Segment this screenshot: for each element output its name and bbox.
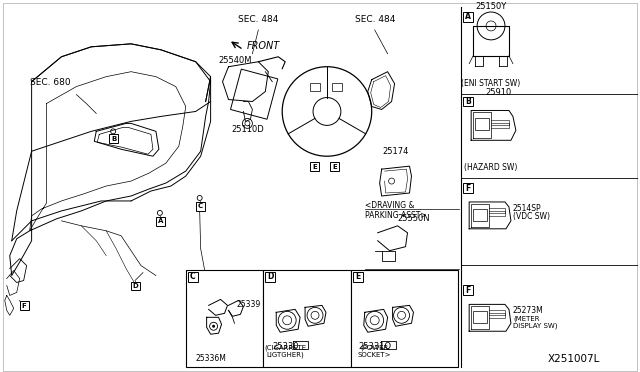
Bar [188,272,198,282]
Text: 25339: 25339 [236,300,260,310]
Text: <DRAVING &
PARKING ASST>: <DRAVING & PARKING ASST> [365,201,426,220]
Bar [463,183,473,193]
Text: F: F [465,183,471,193]
Text: E: E [312,164,317,170]
Bar [196,202,205,211]
Text: C: C [190,272,196,281]
Text: (CIGARRETE
LIGTGHER): (CIGARRETE LIGTGHER) [264,344,307,358]
Text: D: D [132,283,138,289]
Bar [475,118,489,130]
Text: 25540M: 25540M [219,56,252,65]
Bar [463,12,473,22]
Text: 25910: 25910 [486,87,512,97]
Text: SEC. 484: SEC. 484 [238,15,278,24]
Text: D: D [267,272,273,281]
Text: F: F [22,303,26,309]
Text: E: E [332,164,337,170]
Text: 25330: 25330 [272,342,298,351]
Text: 25110D: 25110D [231,125,264,134]
Text: B: B [465,97,471,106]
Text: 25550N: 25550N [397,270,429,279]
Bar [330,162,339,171]
Text: 25550N: 25550N [397,214,430,223]
Text: 25150Y: 25150Y [476,2,507,11]
Text: FRONT: FRONT [246,41,280,51]
Bar [353,272,363,282]
Text: A: A [465,13,471,22]
Text: C: C [198,203,203,209]
Text: (HAZARD SW): (HAZARD SW) [465,163,518,172]
Bar [310,162,319,171]
Text: 25273M: 25273M [513,306,543,315]
Bar [463,97,473,106]
Bar [473,209,487,221]
Text: SEC. 680: SEC. 680 [29,78,70,87]
Circle shape [212,325,215,328]
Text: A: A [157,218,163,224]
Bar [332,83,342,90]
Text: 25331Q: 25331Q [358,342,391,351]
Bar [20,301,29,310]
Text: 25336M: 25336M [195,354,226,363]
Text: (ENI START SW): (ENI START SW) [461,78,521,87]
Text: F: F [465,286,471,295]
Bar [263,270,351,367]
Text: SEC. 484: SEC. 484 [355,15,395,24]
Text: 2514SP: 2514SP [513,204,541,213]
Text: E: E [355,272,360,281]
Text: 25174: 25174 [383,147,409,156]
Bar [310,83,320,90]
Bar [230,69,278,119]
Bar [473,311,487,323]
Text: (POWER
SOCKET>: (POWER SOCKET> [358,344,392,358]
Bar [131,282,140,291]
Text: (VDC SW): (VDC SW) [513,212,550,221]
Bar [109,134,118,143]
Text: (METER
DISPLAY SW): (METER DISPLAY SW) [513,315,557,329]
Bar [156,217,165,226]
Bar [186,270,263,367]
Bar [463,285,473,295]
Text: B: B [111,136,116,142]
Text: X251007L: X251007L [547,354,600,364]
Bar [266,272,275,282]
Bar [351,270,458,367]
